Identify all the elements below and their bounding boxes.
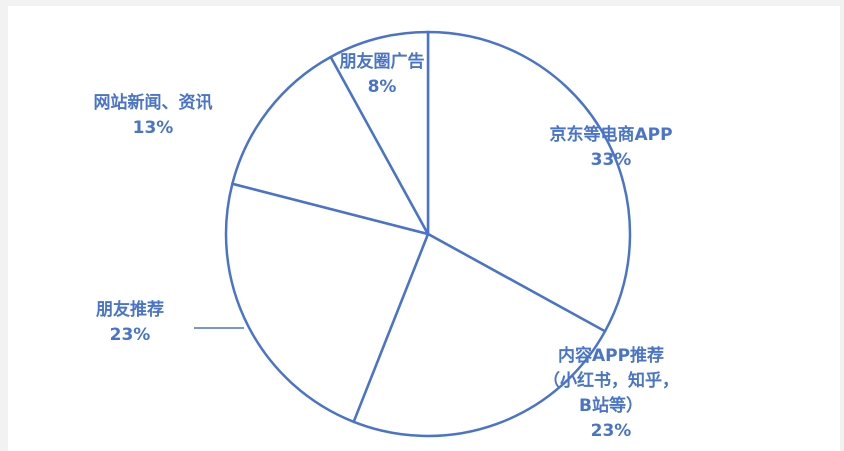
- slice-value-label: 23%: [110, 325, 151, 345]
- pie-slice: [352, 232, 607, 438]
- slice-category-label: 京东等电商APP: [549, 124, 672, 145]
- slice-value-label: 8%: [368, 77, 397, 97]
- pie-slices: [224, 30, 632, 438]
- pie-slice: [426, 30, 632, 333]
- pie-slice: [329, 30, 430, 236]
- slice-value-label: 33%: [591, 150, 632, 170]
- slice-value-label: 13%: [133, 118, 174, 138]
- pie-slice: [231, 55, 430, 236]
- slice-value-label: 23%: [591, 421, 632, 441]
- pie-slice: [224, 182, 430, 424]
- pie-labels: 京东等电商APP 33% 内容APP推荐 （小红书，知乎， B站等） 23% 朋友推荐 23%…: [94, 51, 680, 441]
- slice-category-label: 内容APP推荐: [558, 345, 664, 366]
- slice-category-label: 网站新闻、资讯: [94, 92, 213, 113]
- slice-category-label: （小红书，知乎，: [543, 370, 679, 391]
- slice-category-label: 朋友推荐: [96, 299, 164, 320]
- chart-frame: 京东等电商APP 33% 内容APP推荐 （小红书，知乎， B站等） 23% 朋友推荐 23%…: [8, 6, 840, 451]
- slice-category-label: 朋友圈广告: [340, 51, 425, 72]
- slice-category-label: B站等）: [579, 395, 643, 416]
- pie-chart: 京东等电商APP 33% 内容APP推荐 （小红书，知乎， B站等） 23% 朋友推荐 23%…: [94, 30, 680, 441]
